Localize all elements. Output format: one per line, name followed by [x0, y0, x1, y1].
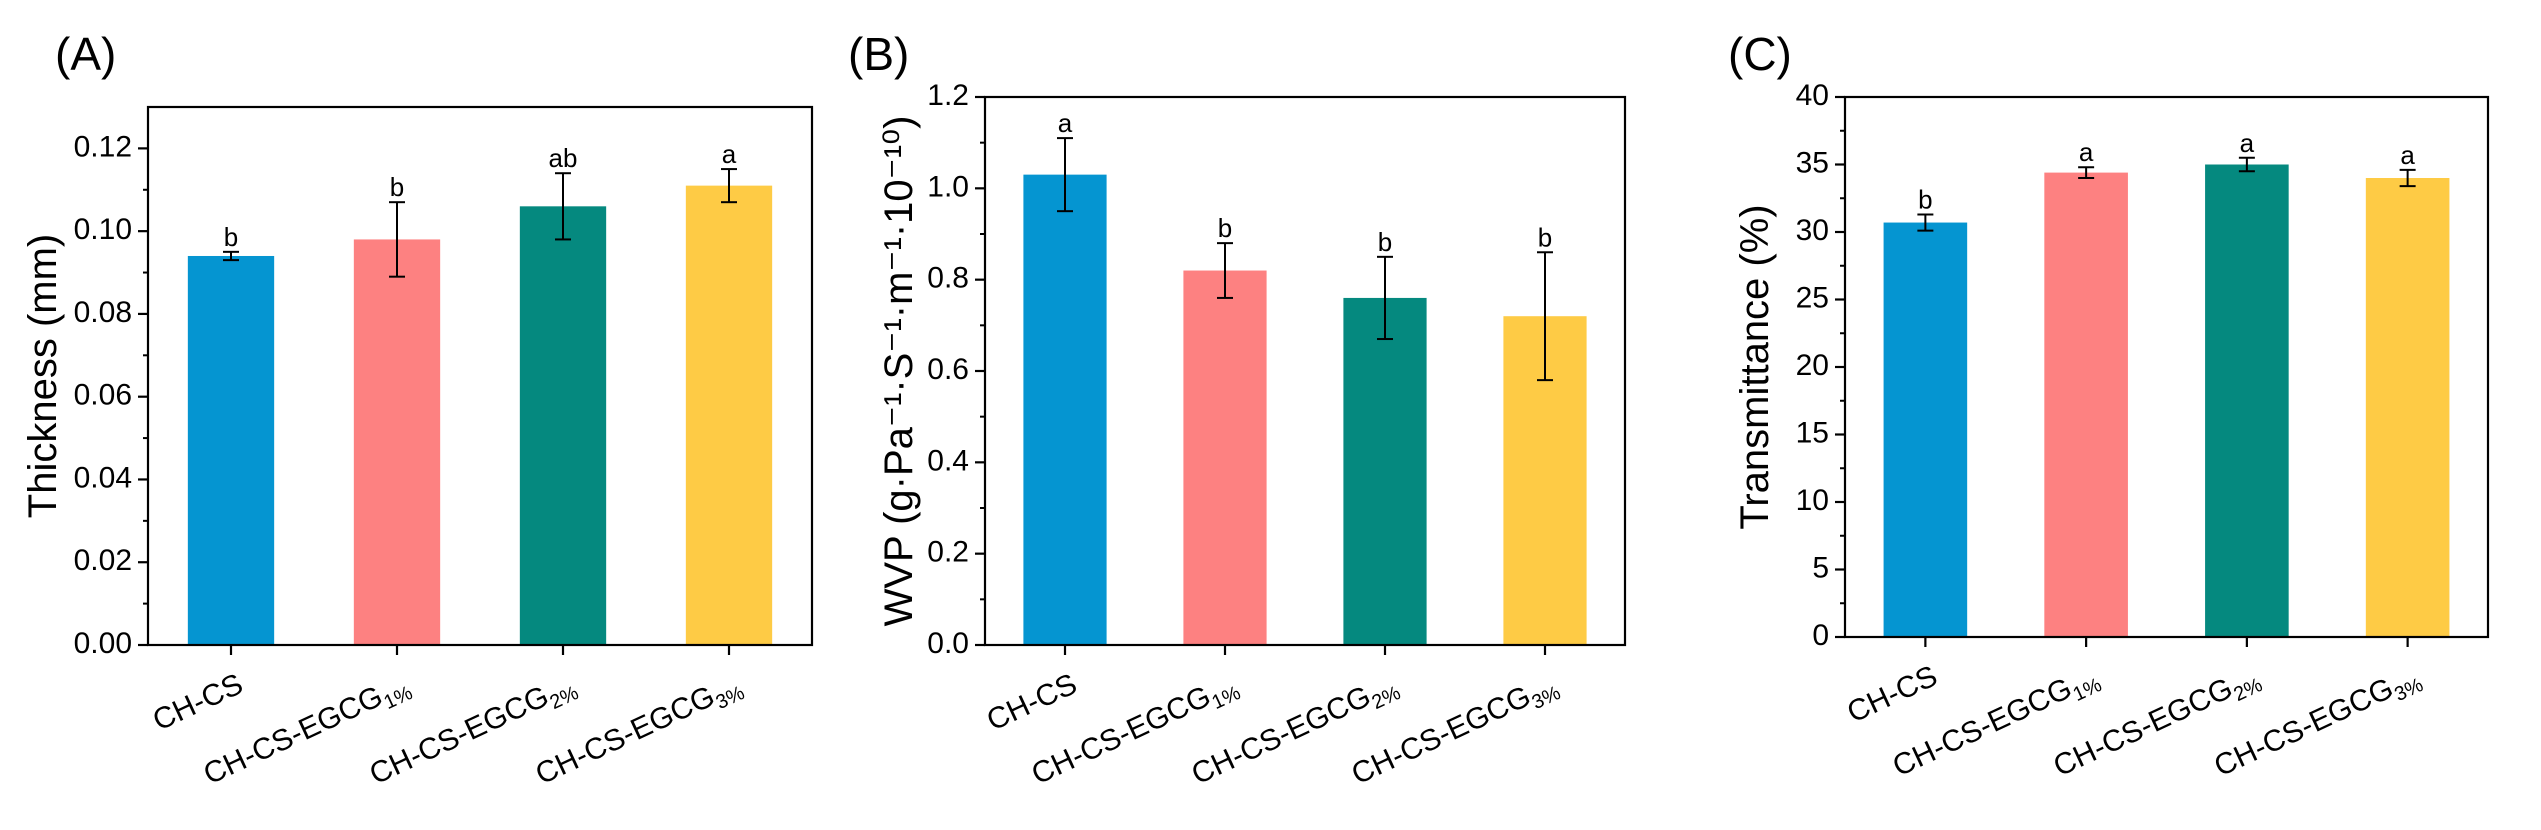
y-axis-label: Thickness (mm) — [21, 234, 65, 518]
panel-c: (C)bCH-CSaCH-CS-EGCG1%aCH-CS-EGCG2%aCH-C… — [1728, 28, 2490, 787]
bar — [1023, 174, 1107, 645]
y-tick-label: 30 — [1796, 214, 1829, 247]
error-bar — [2238, 156, 2255, 173]
y-tick-label: 0.12 — [74, 130, 132, 163]
error-bar — [555, 172, 571, 241]
bar — [1183, 270, 1267, 645]
bar — [1343, 297, 1427, 645]
y-tick-label: 25 — [1796, 281, 1829, 314]
x-tick-label: CH-CS-EGCG3% — [1347, 667, 1565, 795]
y-tick-label: 20 — [1796, 349, 1829, 382]
x-tick-label: CH-CS — [1842, 659, 1942, 729]
y-tick-label: 1.0 — [927, 170, 969, 203]
x-tick-label-base: CH-CS — [148, 667, 248, 737]
x-tick-label: CH-CS — [982, 667, 1082, 737]
bar — [2205, 164, 2289, 637]
x-tick-label: CH-CS-EGCG3% — [2209, 659, 2427, 787]
panel-label: (B) — [848, 28, 909, 80]
panel-label: (A) — [55, 28, 116, 80]
significance-label: ab — [549, 143, 578, 173]
y-tick-label: 0.06 — [74, 379, 132, 412]
y-tick-label: 0.6 — [927, 353, 969, 386]
y-tick-label: 1.2 — [927, 79, 969, 112]
error-bar — [1377, 255, 1393, 341]
y-tick-label: 0.10 — [74, 213, 132, 246]
panel-label: (C) — [1728, 28, 1792, 80]
y-axis-label: WVP (g·Pa⁻¹·S⁻¹·m⁻¹·10⁻¹⁰) — [877, 116, 921, 627]
significance-label: a — [2400, 140, 2415, 170]
significance-label: a — [722, 139, 737, 169]
y-tick-label: 0.4 — [927, 444, 969, 477]
significance-label: a — [2079, 137, 2094, 167]
significance-label: a — [1058, 108, 1073, 138]
error-bar — [2078, 166, 2095, 179]
y-tick-label: 0.00 — [74, 627, 132, 660]
plot-frame — [146, 105, 814, 647]
y-tick-label: 5 — [1812, 551, 1829, 584]
y-tick-label: 10 — [1796, 484, 1829, 517]
panel-b: (B)aCH-CSbCH-CS-EGCG1%bCH-CS-EGCG2%bCH-C… — [848, 28, 1627, 795]
error-bar — [721, 168, 737, 204]
bar — [519, 206, 607, 646]
significance-label: b — [1378, 227, 1392, 257]
error-bar — [223, 250, 239, 262]
bar — [685, 185, 773, 645]
significance-label: b — [390, 172, 404, 202]
error-bar — [1217, 242, 1233, 299]
y-tick-label: 0.8 — [927, 262, 969, 295]
significance-label: a — [2240, 128, 2255, 158]
y-axis-label: Transmittance (%) — [1733, 204, 1777, 529]
y-tick-label: 0.0 — [927, 627, 969, 660]
significance-label: b — [1218, 213, 1232, 243]
significance-label: b — [224, 222, 238, 252]
y-tick-label: 40 — [1796, 79, 1829, 112]
bar — [187, 255, 275, 645]
x-tick-label: CH-CS — [148, 667, 248, 737]
significance-label: b — [1918, 184, 1932, 214]
y-tick-label: 0 — [1812, 619, 1829, 652]
y-tick-label: 0.2 — [927, 536, 969, 569]
error-bar — [1057, 137, 1073, 213]
significance-label: b — [1538, 222, 1552, 252]
error-bar — [1917, 213, 1934, 232]
y-tick-label: 0.08 — [74, 296, 132, 329]
bar — [1883, 222, 1968, 638]
bar — [2365, 178, 2450, 637]
y-tick-label: 35 — [1796, 146, 1829, 179]
y-tick-label: 0.04 — [74, 461, 132, 494]
bar — [2044, 172, 2128, 637]
bar — [353, 239, 441, 645]
error-bar — [1537, 251, 1553, 382]
y-tick-label: 0.02 — [74, 544, 132, 577]
x-tick-label-base: CH-CS — [982, 667, 1082, 737]
x-tick-label-base: CH-CS — [1842, 659, 1942, 729]
y-tick-label: 15 — [1796, 416, 1829, 449]
panel-a: (A)bCH-CSbCH-CS-EGCG1%abCH-CS-EGCG2%aCH-… — [21, 28, 814, 791]
error-bar — [389, 201, 405, 278]
error-bar — [2399, 168, 2416, 188]
